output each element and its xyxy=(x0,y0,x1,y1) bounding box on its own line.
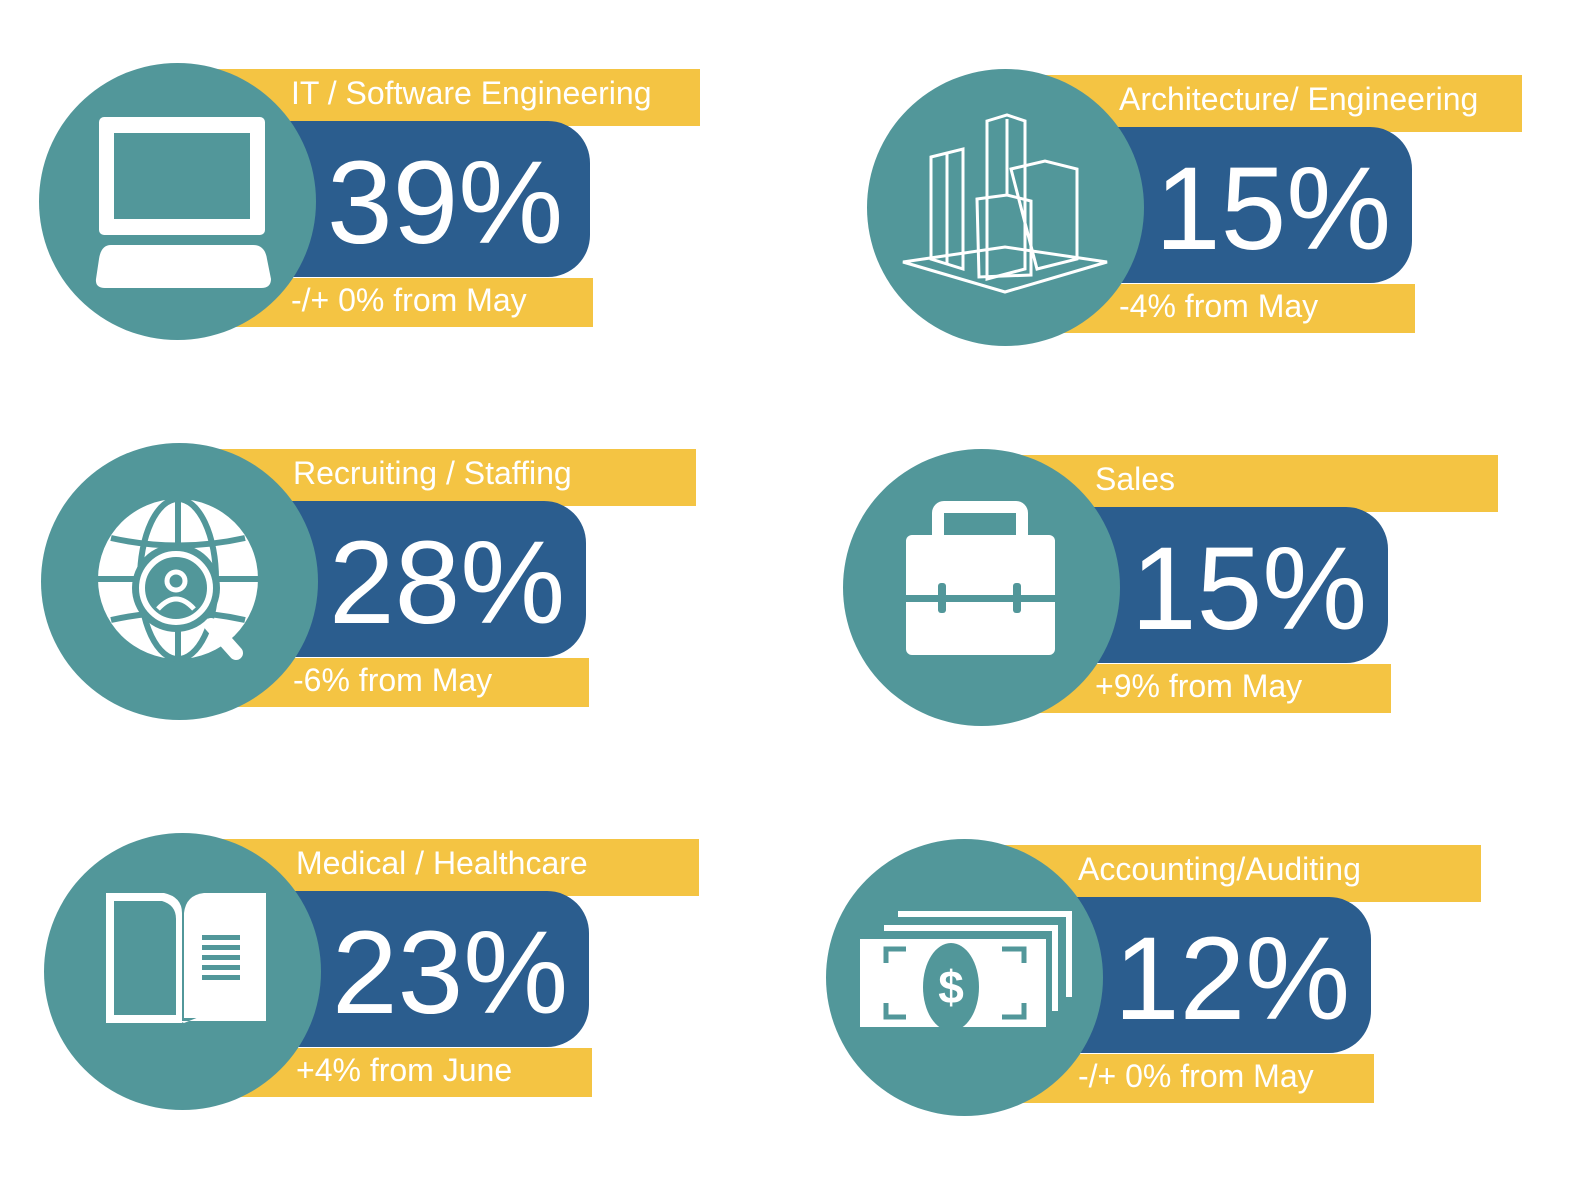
stat-card-sales: Sales 15% +9% from May xyxy=(843,449,1503,729)
money-icon: $ xyxy=(860,911,1072,1031)
category-label: Medical / Healthcare xyxy=(296,845,588,881)
icon-circle xyxy=(41,443,318,720)
stat-card-it-software: IT / Software Engineering 39% -/+ 0% fro… xyxy=(39,63,700,343)
icon-circle xyxy=(843,449,1120,726)
category-label: Sales xyxy=(1095,461,1176,497)
buildings-icon xyxy=(902,113,1108,294)
change-text: -/+ 0% from May xyxy=(1078,1058,1314,1094)
book-icon xyxy=(106,893,266,1023)
percent-value: 39% xyxy=(327,137,564,269)
change-text: +9% from May xyxy=(1095,668,1303,704)
globe-search-icon xyxy=(98,496,258,662)
category-label: Accounting/Auditing xyxy=(1078,851,1361,887)
change-text: +4% from June xyxy=(296,1052,513,1088)
computer-icon xyxy=(95,117,271,288)
stat-card-accounting: $ Accounting/Auditing 12% -/+ 0% from Ma… xyxy=(826,839,1486,1119)
percent-box xyxy=(289,121,590,277)
stat-card-medical: Medical / Healthcare 23% +4% from June xyxy=(44,833,704,1113)
category-label: Architecture/ Engineering xyxy=(1119,81,1479,117)
category-label: Recruiting / Staffing xyxy=(293,455,572,491)
briefcase-icon xyxy=(906,501,1055,655)
percent-value: 15% xyxy=(1155,143,1392,275)
change-bar xyxy=(229,278,593,327)
icon-circle xyxy=(867,69,1144,346)
percent-box xyxy=(294,891,589,1047)
category-label: IT / Software Engineering xyxy=(291,75,652,111)
change-text: -/+ 0% from May xyxy=(291,282,527,318)
percent-value: 28% xyxy=(329,517,566,649)
stat-card-recruiting: Recruiting / Staffing 28% -6% from May xyxy=(41,443,701,723)
percent-box xyxy=(1076,897,1371,1053)
icon-circle xyxy=(44,833,321,1110)
change-bar xyxy=(231,658,589,707)
change-bar xyxy=(1033,664,1391,713)
change-text: -6% from May xyxy=(293,662,493,698)
percent-value: 15% xyxy=(1131,523,1368,655)
change-bar xyxy=(1057,284,1415,333)
change-text: -4% from May xyxy=(1119,288,1319,324)
percent-box xyxy=(1117,127,1412,283)
stat-card-architecture: Architecture/ Engineering 15% -4% from M… xyxy=(867,69,1527,349)
change-bar xyxy=(234,1048,592,1097)
percent-box xyxy=(291,501,586,657)
percent-value: 12% xyxy=(1114,913,1351,1045)
icon-circle: $ xyxy=(826,839,1103,1116)
change-bar xyxy=(1016,1054,1374,1103)
svg-text:$: $ xyxy=(938,961,964,1013)
icon-circle xyxy=(39,63,316,340)
percent-box xyxy=(1093,507,1388,663)
percent-value: 23% xyxy=(332,907,569,1039)
